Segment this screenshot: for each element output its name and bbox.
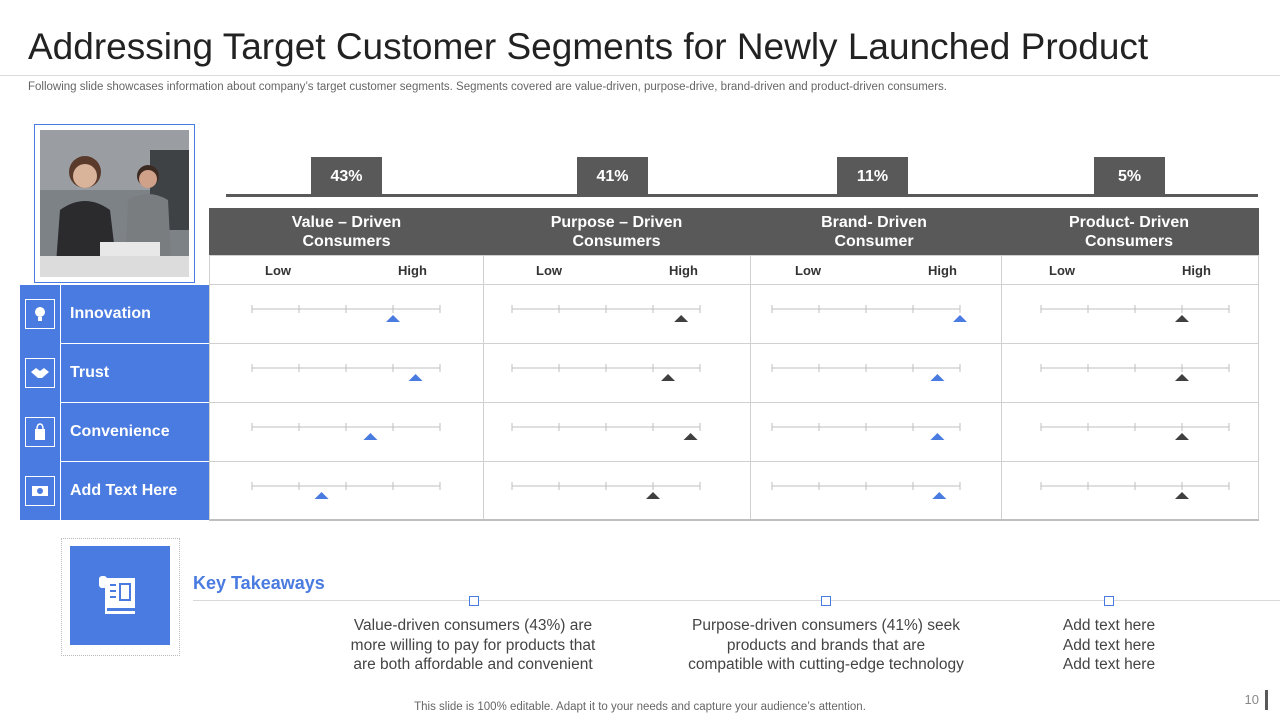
segment-percent-purpose-driven: 41% xyxy=(577,157,648,197)
ratings-grid xyxy=(209,255,1259,520)
attribute-label-convenience: Convenience xyxy=(61,403,209,461)
segment-percent-brand-driven: 11% xyxy=(837,157,908,197)
percent-baseline xyxy=(226,194,1258,197)
segment-header-product-driven: Product- Driven Consumers xyxy=(1068,213,1189,250)
scale-high-label: High xyxy=(928,263,957,278)
segment-header-row: Value – Driven Consumers Purpose – Drive… xyxy=(209,208,1259,255)
lightbulb-icon xyxy=(25,299,55,329)
title-divider xyxy=(0,75,1280,76)
segment-percent-product-driven: 5% xyxy=(1094,157,1165,197)
attribute-label-innovation: Innovation xyxy=(61,285,209,343)
takeaways-icon-box xyxy=(70,546,170,645)
takeaway-text: Add text here Add text here Add text her… xyxy=(1062,617,1156,673)
handshake-icon xyxy=(25,358,55,388)
takeaways-title: Key Takeaways xyxy=(193,573,325,593)
scale-high-label: High xyxy=(669,263,698,278)
team-photo-illustration xyxy=(40,130,189,277)
attribute-label-trust: Trust xyxy=(61,344,209,402)
takeaway-marker xyxy=(469,596,479,606)
takeaway-text: Value-driven consumers (43%) are more wi… xyxy=(350,617,596,673)
segment-header-brand-driven: Brand- Driven Consumer xyxy=(821,213,927,250)
scale-low-label: Low xyxy=(795,263,821,278)
scale-low-label: Low xyxy=(265,263,291,278)
grid-row-divider xyxy=(209,402,1259,403)
shopping-bag-icon xyxy=(25,417,55,447)
grid-row-divider xyxy=(209,284,1259,285)
money-icon xyxy=(25,476,55,506)
document-scroll-icon xyxy=(99,575,141,614)
attribute-label-add-text: Add Text Here xyxy=(61,462,209,520)
segment-header-purpose-driven: Purpose – Driven Consumers xyxy=(550,213,683,250)
segment-percent-value-driven: 43% xyxy=(311,157,382,197)
team-photo-frame xyxy=(34,124,195,283)
scale-low-label: Low xyxy=(536,263,562,278)
grid-row-divider xyxy=(209,343,1259,344)
grid-bottom-rule xyxy=(209,519,1259,521)
takeaways-divider xyxy=(193,600,1280,601)
page-title: Addressing Target Customer Segments for … xyxy=(28,26,1149,67)
grid-column-divider xyxy=(750,255,751,520)
takeaway-text: Purpose-driven consumers (41%) seek prod… xyxy=(688,617,964,673)
team-photo xyxy=(40,130,189,277)
page-number: 10 xyxy=(1245,690,1268,710)
takeaway-marker xyxy=(821,596,831,606)
scale-low-label: Low xyxy=(1049,263,1075,278)
attribute-icon-bar xyxy=(20,285,60,520)
takeaway-marker xyxy=(1104,596,1114,606)
takeaways-icon-frame xyxy=(61,538,180,656)
grid-column-divider xyxy=(1001,255,1002,520)
footer-note: This slide is 100% editable. Adapt it to… xyxy=(414,701,866,713)
scale-high-label: High xyxy=(1182,263,1211,278)
segment-header-value-driven: Value – Driven Consumers xyxy=(291,213,402,250)
grid-row-divider xyxy=(209,461,1259,462)
page-subtitle: Following slide showcases information ab… xyxy=(28,81,947,93)
grid-column-divider xyxy=(483,255,484,520)
scale-high-label: High xyxy=(398,263,427,278)
